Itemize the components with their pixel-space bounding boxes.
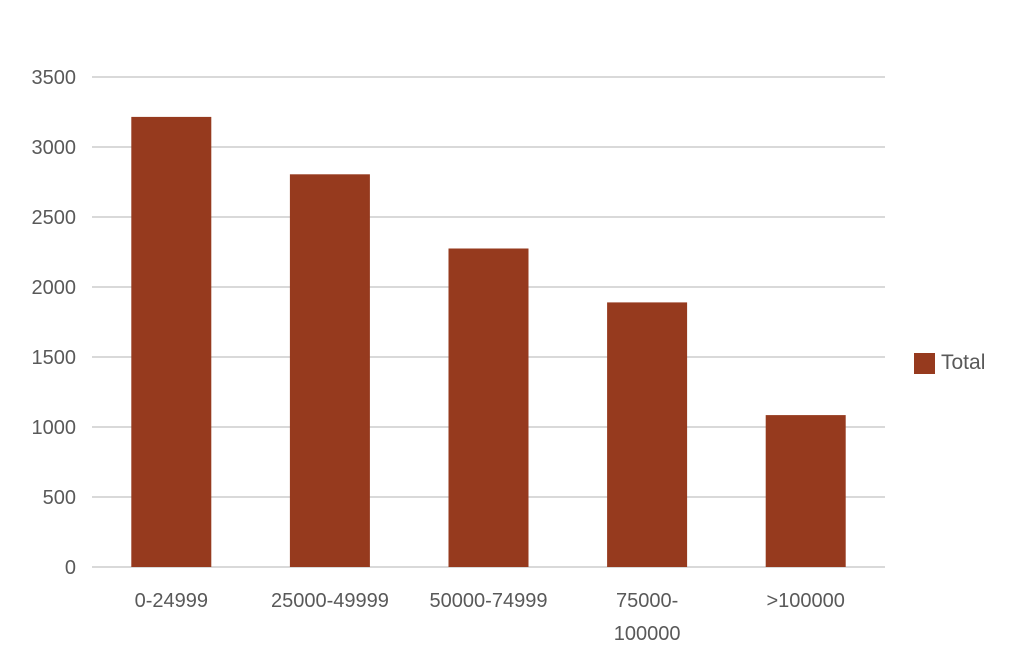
bars <box>131 116 846 568</box>
y-tick-label: 1500 <box>32 347 77 369</box>
bar <box>131 116 212 568</box>
y-axis-ticks: 0 500 1000 1500 2000 2500 3000 3500 <box>32 67 77 579</box>
legend-label: Total <box>941 351 986 374</box>
y-tick-label: 1000 <box>32 417 77 439</box>
legend-swatch <box>914 352 935 374</box>
x-tick-label: 50000-74999 <box>430 590 548 612</box>
bar <box>448 248 529 567</box>
x-axis-ticks: 0-24999 25000-49999 50000-74999 75000-10000… <box>135 590 845 645</box>
y-tick-label: 2000 <box>32 277 77 299</box>
y-tick-label: 3500 <box>32 67 77 89</box>
bar <box>765 415 846 567</box>
y-tick-label: 0 <box>65 557 76 579</box>
y-tick-label: 500 <box>43 487 76 509</box>
y-tick-label: 2500 <box>32 207 77 229</box>
x-tick-label: 75000-100000 <box>614 590 681 645</box>
legend: Total <box>914 351 985 375</box>
x-tick-label: 0-24999 <box>135 590 208 612</box>
x-tick-label: >100000 <box>766 590 844 612</box>
y-tick-label: 3000 <box>32 137 77 159</box>
bar <box>607 302 688 567</box>
x-tick-label: 25000-49999 <box>271 590 389 612</box>
bar <box>289 174 370 568</box>
